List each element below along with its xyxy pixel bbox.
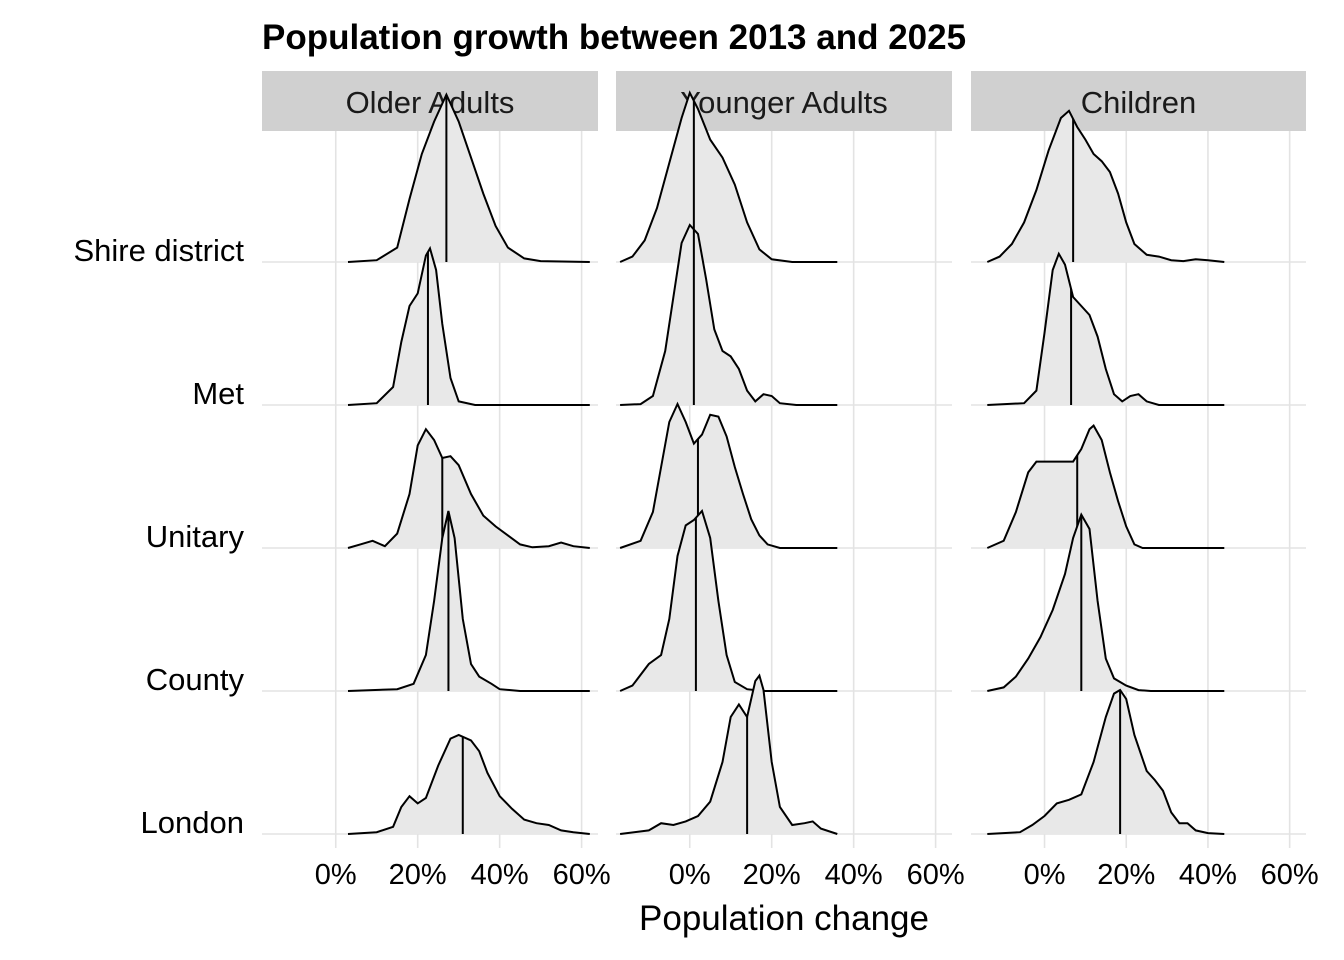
density-area-unitary	[348, 429, 590, 548]
density-area-london	[348, 735, 590, 834]
density-curve	[986, 109, 1225, 263]
row-label: Unitary	[146, 519, 245, 554]
density-area-unitary	[987, 425, 1225, 548]
density-curve	[986, 424, 1225, 549]
facet-strip	[262, 71, 598, 131]
row-label: Shire district	[73, 233, 244, 268]
facet-panel-1: Younger Adults 0% 20% 40% 60%	[616, 71, 965, 891]
x-tick-label: 60%	[1261, 859, 1319, 891]
density-area-unitary	[620, 404, 838, 548]
row-label: London	[141, 805, 244, 840]
x-tick-label: 60%	[553, 859, 611, 891]
density-curve	[347, 427, 590, 549]
facet-strip-label: Children	[1081, 85, 1196, 120]
plot-area: Older Adults 0% 20% 40% 60% Younger Adults 0% 2…	[73, 71, 1319, 891]
facet-strip-label: Older Adults	[346, 85, 515, 120]
density-curve	[347, 92, 590, 263]
x-tick-label: 60%	[907, 859, 965, 891]
x-tick-label: 0%	[315, 859, 357, 891]
density-area-shire-district	[348, 94, 590, 262]
density-area-london	[620, 675, 838, 834]
chart-title: Population growth between 2013 and 2025	[262, 18, 966, 57]
density-curve	[619, 401, 838, 549]
density-curve	[347, 245, 590, 406]
row-label: Met	[192, 376, 244, 411]
density-curve	[987, 688, 1225, 835]
x-tick-label: 40%	[825, 859, 883, 891]
density-curve	[347, 510, 590, 692]
x-tick-label: 0%	[1024, 859, 1066, 891]
facet-strip-label: Younger Adults	[680, 85, 887, 120]
facet-panel-0: Older Adults 0% 20% 40% 60%	[262, 71, 611, 891]
facet-panel-2: Children 0% 20% 40% 60%	[971, 71, 1319, 891]
density-curve	[619, 509, 838, 692]
x-tick-label: 40%	[1179, 859, 1237, 891]
x-tick-label: 20%	[743, 859, 801, 891]
density-area-shire-district	[620, 92, 838, 262]
density-area-met	[620, 225, 838, 405]
row-label: County	[146, 662, 245, 697]
density-area-london	[987, 690, 1225, 834]
density-area-county	[620, 511, 838, 691]
density-area-county	[987, 514, 1225, 691]
x-tick-label: 20%	[389, 859, 447, 891]
density-curve	[987, 251, 1225, 406]
facet-strip	[971, 71, 1306, 131]
density-curve	[619, 90, 838, 263]
x-tick-label: 20%	[1097, 859, 1155, 891]
x-axis-title: Population change	[639, 899, 929, 938]
facet-strip	[616, 71, 952, 131]
x-tick-label: 40%	[471, 859, 529, 891]
density-area-met	[348, 248, 590, 405]
density-area-met	[987, 253, 1225, 405]
density-area-shire-district	[987, 110, 1225, 262]
density-curve	[620, 223, 838, 406]
x-tick-label: 0%	[669, 859, 711, 891]
density-curve	[347, 733, 590, 835]
